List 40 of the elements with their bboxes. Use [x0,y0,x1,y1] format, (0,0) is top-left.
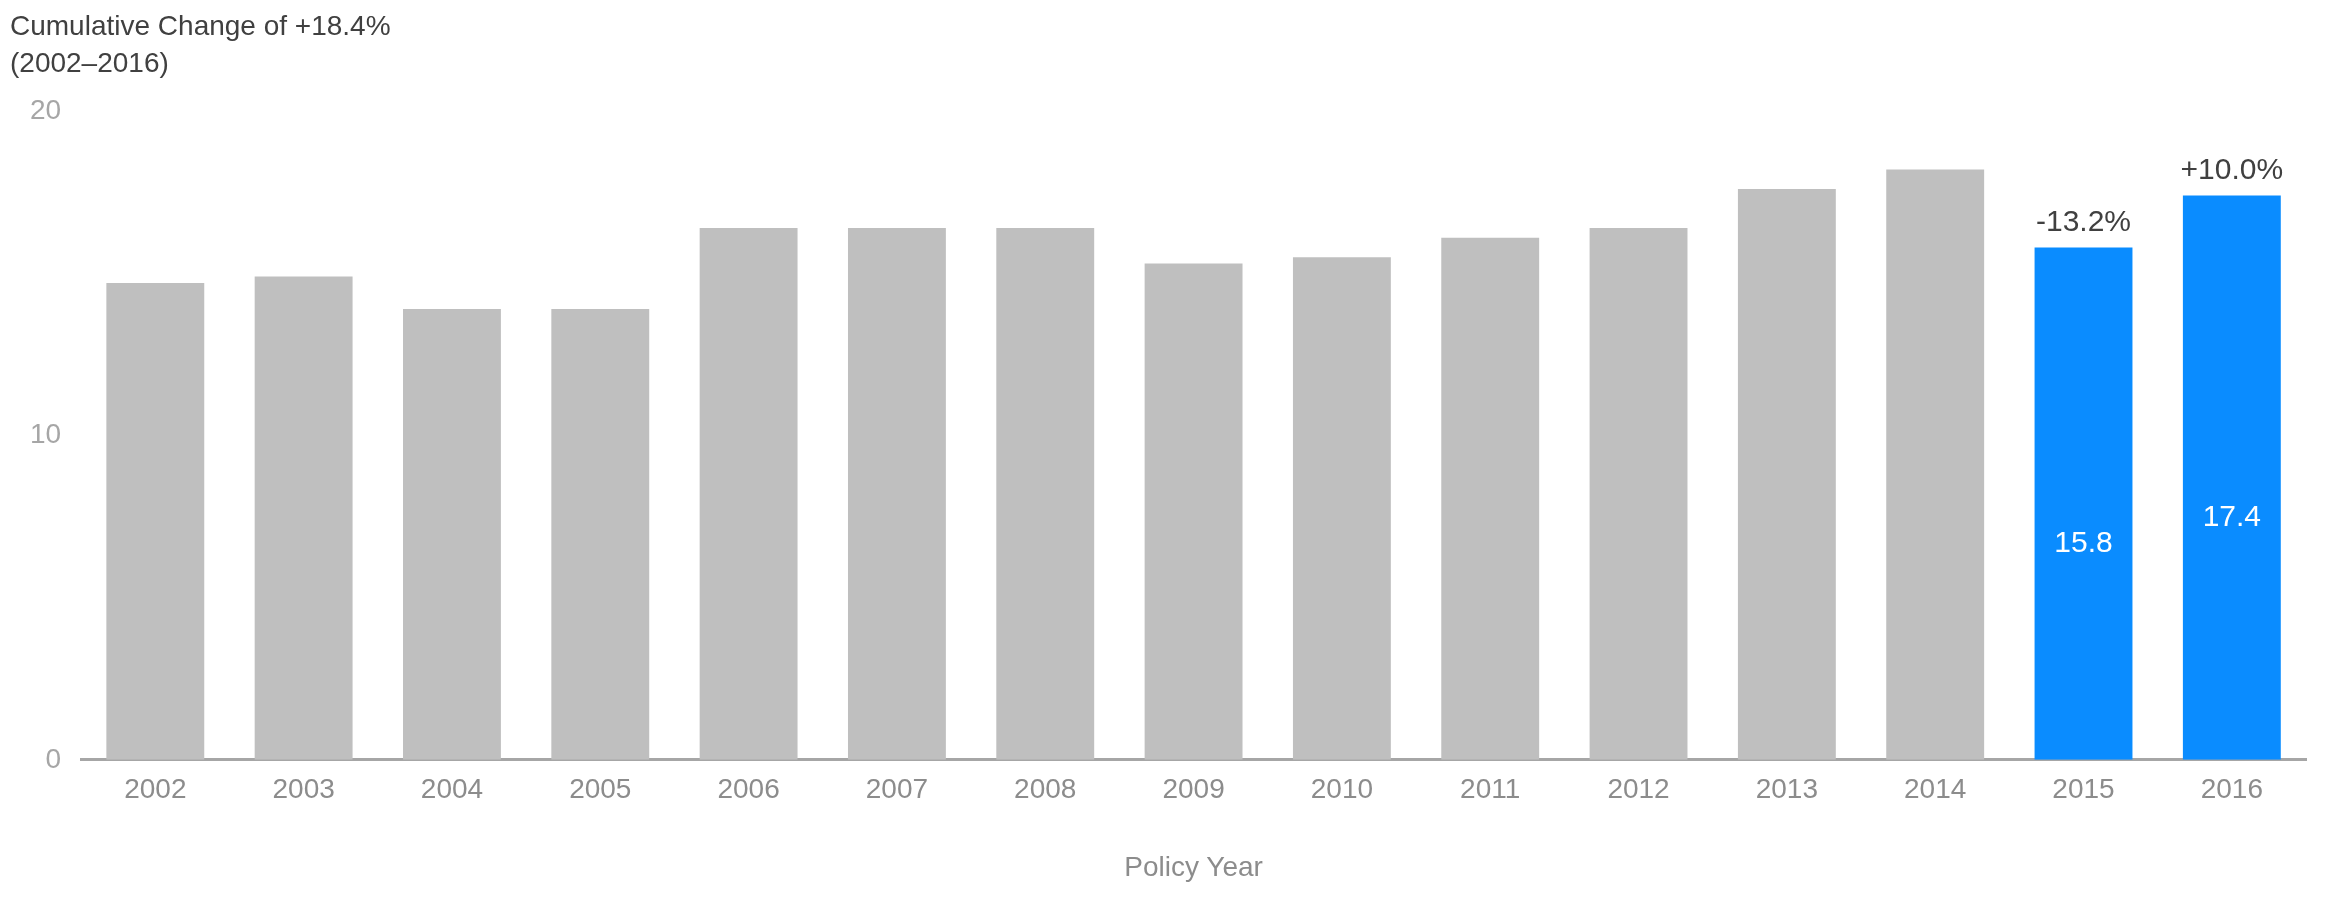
x-tick-label: 2003 [272,773,335,805]
bar [1589,227,1688,760]
data-label: 17.4 [2202,498,2262,532]
chart-title: Cumulative Change of +18.4% [10,9,391,41]
bar [2182,195,2281,760]
bar [699,227,798,760]
y-tick-label: 10 [29,418,62,450]
annotation: -13.2% [2035,203,2132,237]
x-tick-label: 2014 [1904,773,1967,805]
x-tick-label: 2004 [420,773,484,805]
bar [1886,169,1985,760]
bar [847,227,946,760]
x-tick-label: 2011 [1460,773,1521,805]
x-tick-label: 2008 [1014,773,1077,805]
bar [551,309,650,760]
x-tick-label: 2015 [2052,773,2115,805]
y-tick-label: 20 [29,93,62,125]
annotation: +10.0% [2180,151,2284,185]
bar [1737,189,1836,760]
bar [1292,257,1391,760]
x-tick-label: 2006 [717,773,780,805]
bar [106,283,205,760]
x-tick-label: 2010 [1310,773,1374,805]
chart-subtitle: (2002–2016) [10,47,169,79]
y-tick-label: 0 [45,742,62,774]
bar [254,276,353,760]
bar [1441,237,1540,760]
x-tick-label: 2002 [124,773,187,805]
bar [996,227,1095,760]
x-tick-label: 2007 [865,773,929,805]
bar [403,309,501,760]
x-tick-label: 2016 [2200,773,2263,805]
bar [2034,247,2133,760]
x-tick-label: 2009 [1162,773,1225,805]
x-tick-label: 2013 [1755,773,1819,805]
x-tick-label: 2005 [569,773,632,805]
data-label: 15.8 [2054,524,2113,558]
bar [1144,263,1243,760]
x-axis-title: Policy Year [1124,850,1263,882]
x-tick-label: 2012 [1607,773,1670,805]
